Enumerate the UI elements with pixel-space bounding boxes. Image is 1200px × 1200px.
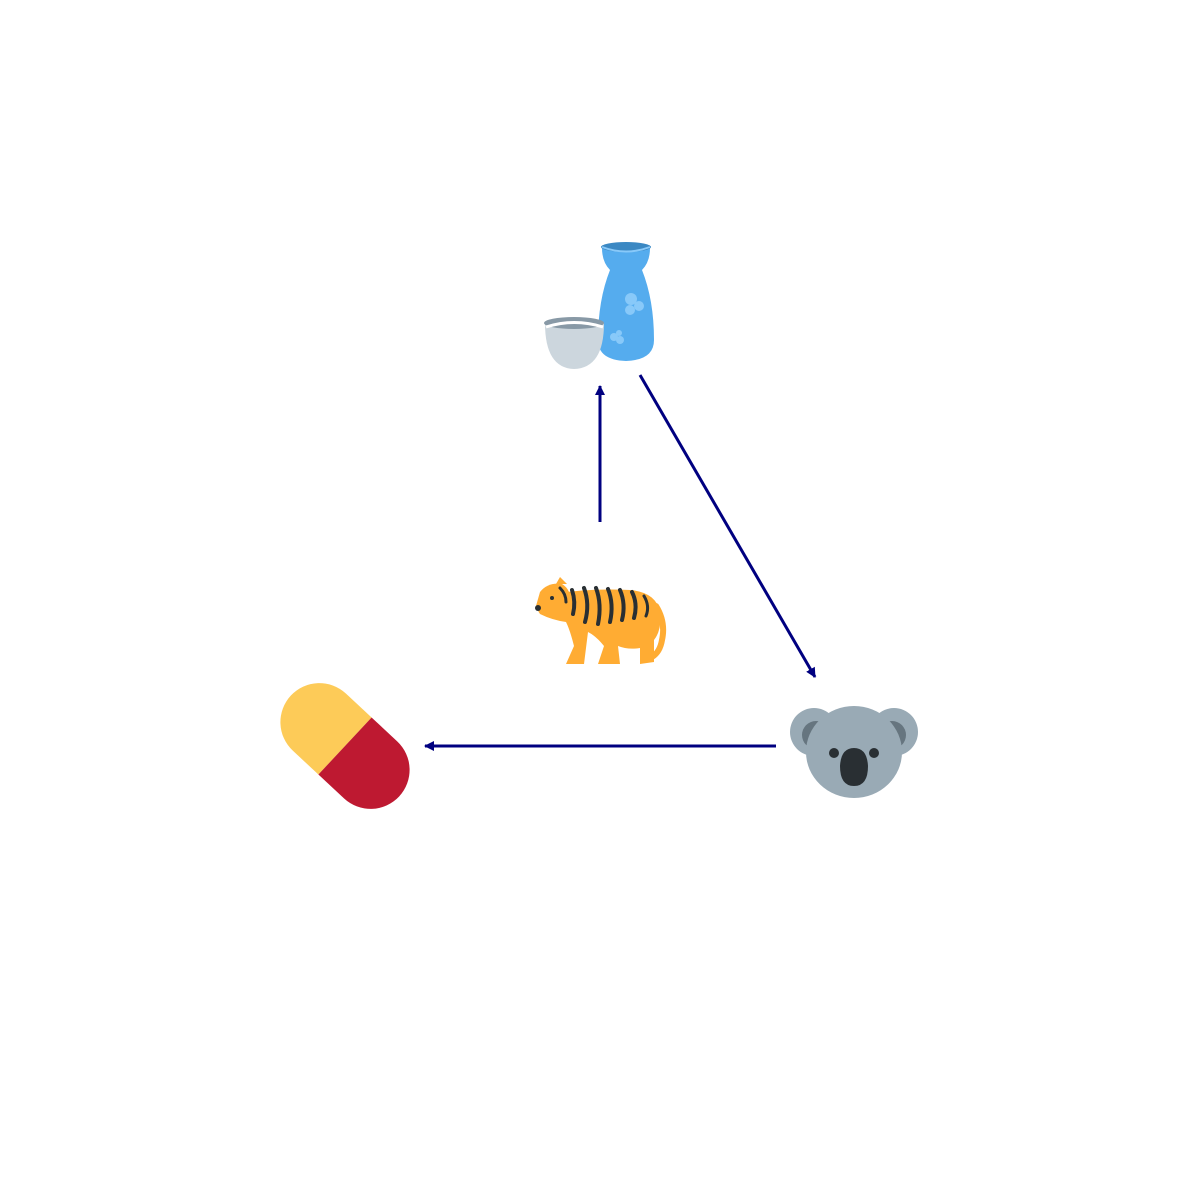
tiger-icon <box>535 577 667 664</box>
koala-icon <box>790 706 918 798</box>
pill-icon <box>280 683 410 809</box>
edge-sake-to-koala <box>638 374 817 678</box>
edges <box>424 374 817 751</box>
sake-icon <box>544 242 654 369</box>
